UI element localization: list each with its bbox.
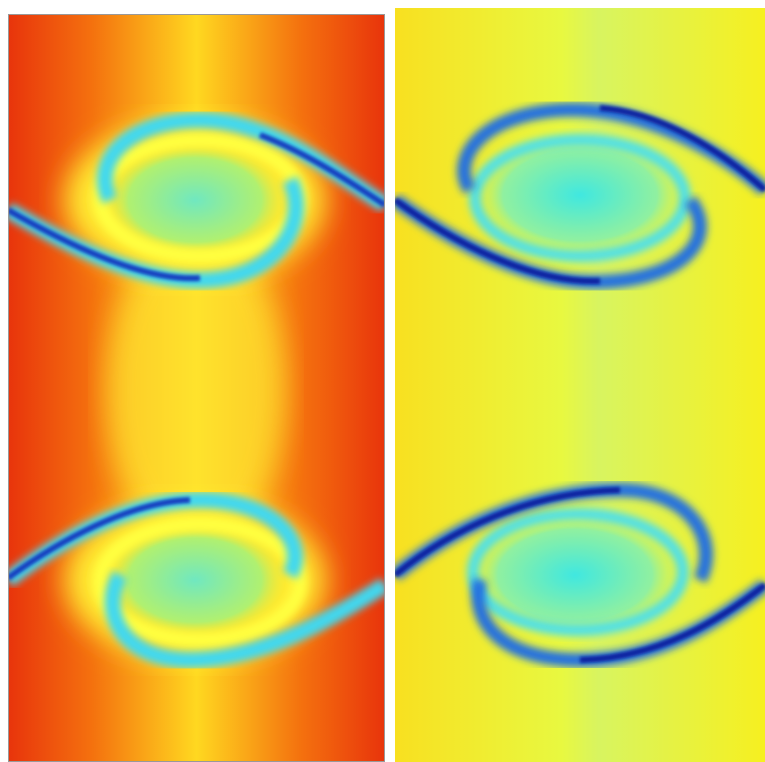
- vortex-arm-core: [579, 582, 765, 663]
- vortex-arm-core: [395, 487, 621, 578]
- field-background: [395, 8, 765, 762]
- vortex-ring: [467, 508, 689, 636]
- right-panel: [395, 8, 765, 762]
- vortex-core: [100, 520, 290, 640]
- vortex-core: [470, 130, 690, 260]
- vortex-arm: [104, 571, 385, 669]
- vortex-core: [465, 510, 685, 640]
- vortex-arm-core: [395, 197, 601, 285]
- center-band: [106, 230, 286, 550]
- vortex-ring: [93, 517, 307, 647]
- vortex-arm-core: [8, 207, 201, 282]
- vortex-core: [100, 140, 290, 260]
- vortex-arm-core: [599, 105, 765, 193]
- vortex-arm-core: [258, 132, 385, 208]
- left-panel: [8, 14, 385, 762]
- vortex-ring: [469, 134, 691, 262]
- vortex-arm-core: [8, 497, 191, 581]
